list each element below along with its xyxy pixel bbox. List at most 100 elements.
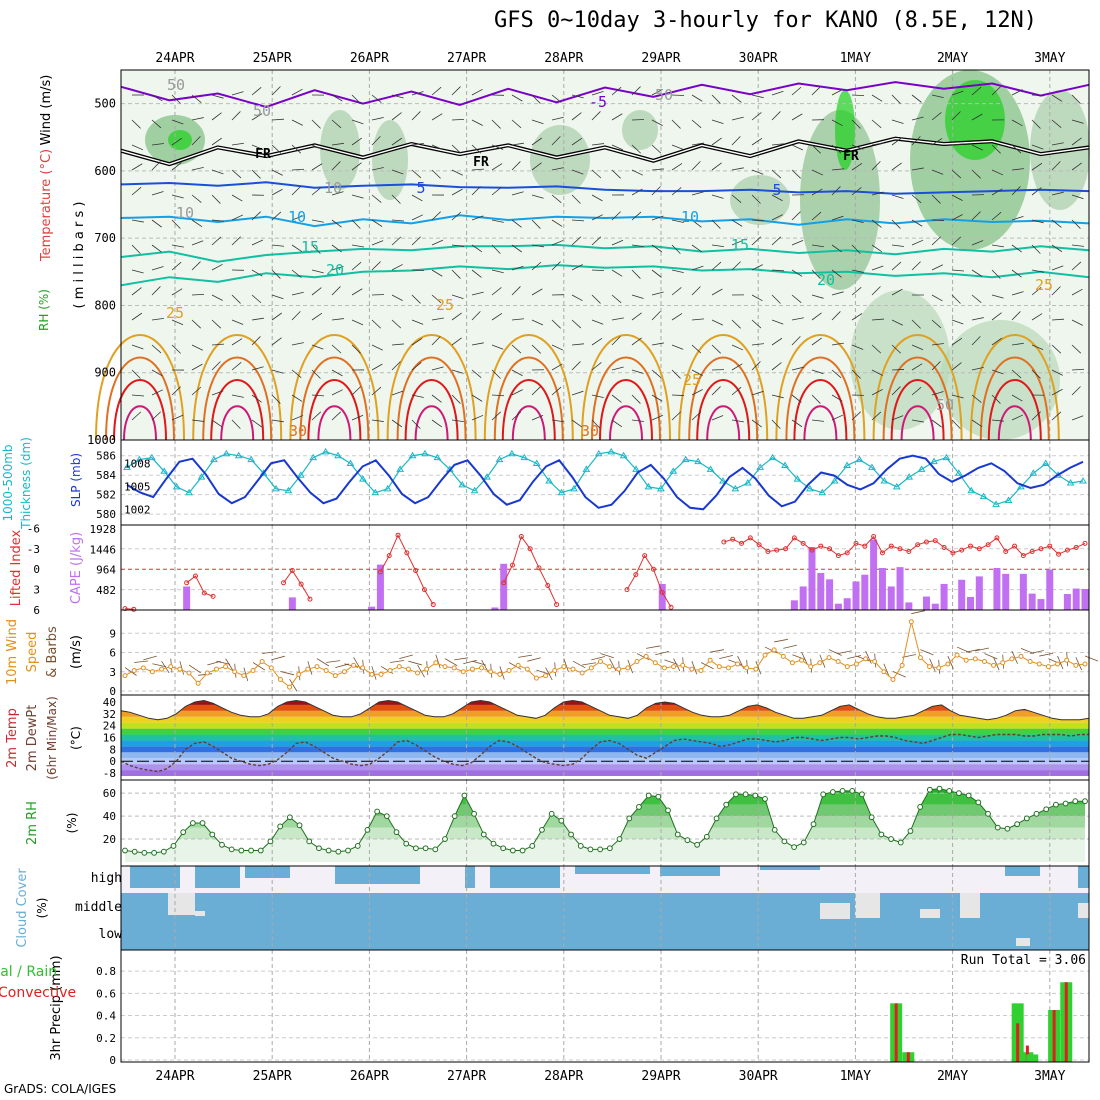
wind-barb [991,244,1004,248]
wind-barb [611,317,624,321]
wind-barb [171,194,184,199]
wind-barb [271,419,284,423]
rh-point [926,786,933,793]
wind-barb [831,186,841,196]
isotherm-arch [192,334,283,441]
wind-barb [651,269,662,278]
wind-barb [891,162,902,171]
wind-barb [731,261,741,271]
wind-barb [251,269,263,277]
t2-band [121,734,1089,741]
wind-speed-point [972,656,978,662]
isotherm-label: 15 [731,236,749,254]
li-point [1012,543,1018,549]
wind-barb [391,236,402,246]
wind-barb [791,86,802,96]
li-point [1064,547,1070,553]
wind-barb [651,311,661,321]
li-line [283,569,311,600]
wind-barb [451,144,462,154]
wind-barb [991,369,1004,375]
wind-barb [491,269,504,274]
thickness-point [309,453,318,461]
wind-barb [971,419,983,427]
day-label-top: 2MAY [937,51,968,66]
wind-barb [191,194,202,203]
wind-barb [251,394,262,403]
wind-barb [751,319,762,329]
precip-tick-label: 0 [109,1054,116,1067]
wind-barb [571,137,583,146]
wind-barb [791,169,801,179]
rh-point [383,813,390,820]
isotherm-label: 25 [1035,276,1053,294]
isotherm-label: 10 [681,208,699,226]
wind-barb [871,191,884,196]
wind-barb [671,313,683,321]
thickness-point [234,451,243,459]
t2-band [121,746,1089,753]
wind-barb [611,113,623,121]
wind-barb [991,337,1003,346]
wind-speed-point [405,666,411,672]
wind-barb [251,144,264,150]
wind-barb [551,363,563,371]
wind-barb [571,169,584,175]
wind-speed-point [735,661,741,667]
wind-speed-point [1045,664,1051,670]
wind-barb [791,366,804,371]
isotherm-label: 25 [436,296,454,314]
wind-barb [1011,119,1023,127]
wind-barb [771,419,781,429]
t2-tick-label: 32 [103,708,116,721]
rh-point [800,839,807,846]
slp-tick-label: 1008 [124,457,151,470]
wind-barb [291,291,304,296]
wind-barb [151,191,164,196]
li-point [879,550,885,556]
wind-barb [491,394,505,397]
wind-barb-10m [700,662,714,670]
wind-barb [831,244,843,253]
wind-speed-point [314,664,320,670]
wind-barb [591,236,602,246]
wind-barb [751,94,764,99]
wind-barb [211,361,221,371]
cloud-high-bar [245,866,290,878]
precip-tick-label: 0.2 [96,1032,116,1045]
thickness-point [719,477,727,484]
rh-point [781,838,788,845]
wind-barb [791,211,801,221]
thickness-point [594,449,603,457]
wind-speed-point [1082,661,1088,667]
wind-barb-10m [124,667,137,676]
wind-speed-point [1073,662,1079,668]
wind-barb [691,389,703,396]
wind-barb [151,219,162,228]
li-point [888,543,894,549]
rh-point [267,838,274,845]
wind-barb [311,244,321,254]
wind-barb [831,119,843,127]
wind-barb [231,111,241,121]
rh-point [1014,821,1021,828]
wind-barb [871,119,882,129]
wind-barb [691,119,702,129]
wind-speed-point [131,667,137,673]
rh-point [219,841,225,848]
wind-barb [471,414,484,421]
day-label-bottom: 27APR [447,1069,486,1084]
wind-barb-10m [911,610,926,615]
wind-speed-point [1036,661,1042,667]
wind-speed-point [396,664,402,670]
li-line [186,575,214,597]
rh-point [461,792,468,799]
wind-barb [531,415,544,421]
wind-barb [211,236,222,246]
wind10-axis-label-1: 10m Wind [5,619,20,685]
wind-barb [951,269,964,272]
wind-axis-label: Wind (m/s) [39,75,54,146]
wind-barb [331,161,341,171]
wind-barb [1031,369,1041,379]
thickness-point [930,457,938,465]
